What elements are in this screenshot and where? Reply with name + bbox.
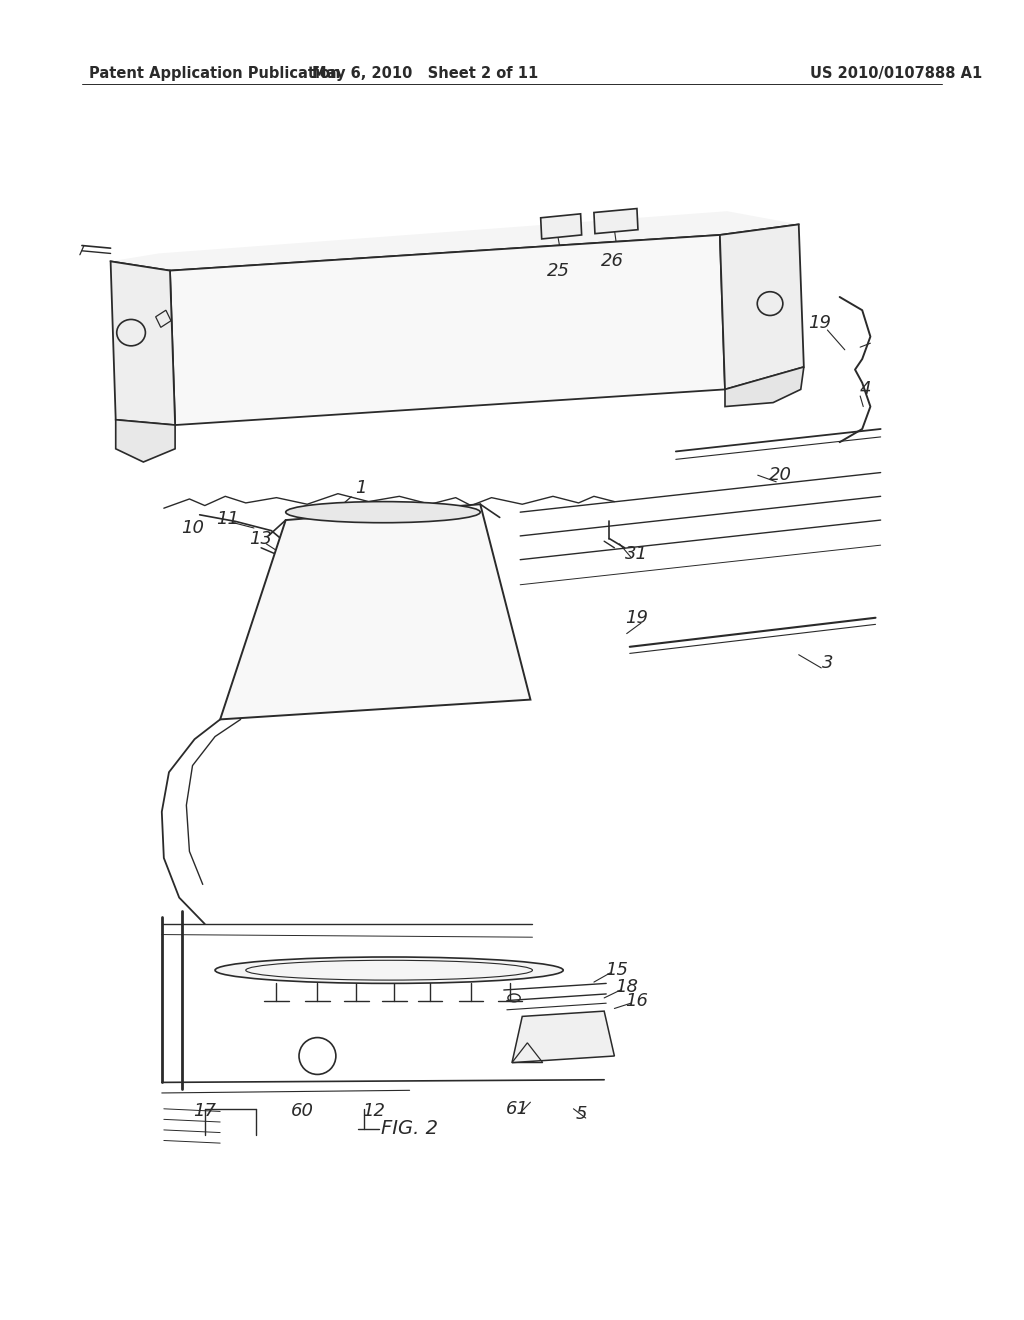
Text: 20: 20: [769, 466, 792, 484]
Text: May 6, 2010   Sheet 2 of 11: May 6, 2010 Sheet 2 of 11: [312, 66, 538, 82]
Text: 60: 60: [291, 1102, 313, 1121]
Text: 11: 11: [216, 510, 239, 528]
Text: 18: 18: [615, 978, 638, 997]
Text: 16: 16: [626, 991, 648, 1010]
Text: US 2010/0107888 A1: US 2010/0107888 A1: [810, 66, 982, 82]
Ellipse shape: [286, 502, 480, 523]
Text: 61: 61: [506, 1100, 528, 1118]
Text: 5: 5: [575, 1105, 588, 1123]
Text: 10: 10: [181, 519, 204, 537]
Text: 26: 26: [601, 252, 624, 271]
Polygon shape: [170, 235, 725, 425]
Polygon shape: [512, 1011, 614, 1063]
Polygon shape: [111, 261, 175, 425]
Text: 3: 3: [821, 653, 834, 672]
Text: 19: 19: [808, 314, 830, 333]
Polygon shape: [541, 214, 582, 239]
Text: 31: 31: [626, 545, 648, 564]
Polygon shape: [725, 367, 804, 407]
Polygon shape: [111, 211, 799, 271]
Text: 25: 25: [547, 261, 569, 280]
Polygon shape: [220, 504, 530, 719]
Text: 15: 15: [605, 961, 628, 979]
Text: FIG. 2: FIG. 2: [381, 1119, 438, 1138]
Text: 12: 12: [362, 1102, 385, 1121]
Text: 4: 4: [859, 380, 871, 399]
Text: Patent Application Publication: Patent Application Publication: [89, 66, 341, 82]
Text: 1: 1: [354, 479, 367, 498]
Text: 19: 19: [626, 609, 648, 627]
Text: 17: 17: [194, 1102, 216, 1121]
Text: 13: 13: [250, 529, 272, 548]
Polygon shape: [116, 420, 175, 462]
Ellipse shape: [215, 957, 563, 983]
Polygon shape: [594, 209, 638, 234]
Polygon shape: [720, 224, 804, 389]
